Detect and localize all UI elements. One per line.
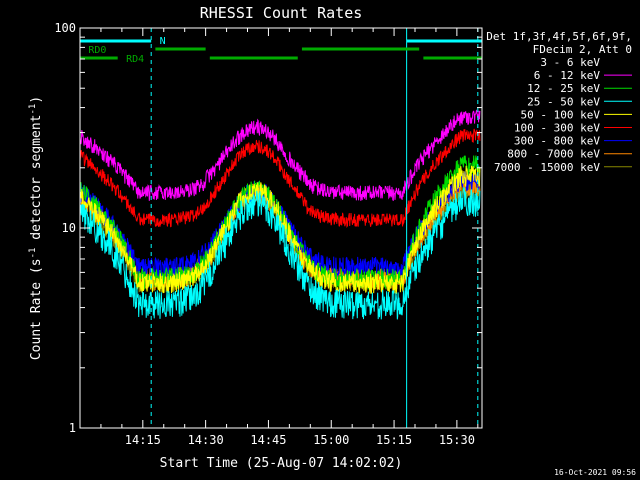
legend-entry-label: 800 - 7000 keV <box>507 148 600 161</box>
flag-label: RD0 <box>88 45 106 56</box>
legend-header: FDecim 2, Att 0 <box>533 43 632 56</box>
legend: Det 1f,3f,4f,5f,6f,9f,FDecim 2, Att 03 -… <box>486 30 632 174</box>
legend-entry-label: 6 - 12 keV <box>534 69 601 82</box>
flag-label: RD4 <box>126 54 144 65</box>
legend-entry-label: 25 - 50 keV <box>527 95 600 108</box>
y-tick-label: 100 <box>54 21 76 35</box>
x-tick-label: 14:30 <box>188 433 224 447</box>
y-tick-label: 10 <box>62 221 76 235</box>
x-tick-label: 14:15 <box>125 433 161 447</box>
legend-entry-label: 300 - 800 keV <box>514 135 600 148</box>
x-tick-label: 15:30 <box>439 433 475 447</box>
legend-header: Det 1f,3f,4f,5f,6f,9f, <box>486 30 632 43</box>
y-axis-label: Count Rate (s-1 detector segment-1) <box>28 96 44 360</box>
x-tick-label: 15:15 <box>376 433 412 447</box>
legend-entry-label: 12 - 25 keV <box>527 82 600 95</box>
y-tick-label: 1 <box>69 421 76 435</box>
chart-title: RHESSI Count Rates <box>200 4 363 22</box>
axes: 14:15 14:30 14:45 15:00 15:15 15:30 1 10 100 <box>54 21 482 447</box>
legend-entry-label: 3 - 6 keV <box>540 56 600 69</box>
legend-entry-label: 7000 - 15000 keV <box>494 161 600 174</box>
x-axis-label: Start Time (25-Aug-07 14:02:02) <box>160 456 403 471</box>
legend-entry-label: 100 - 300 keV <box>514 122 600 135</box>
plot-series <box>79 109 481 320</box>
timestamp: 16-Oct-2021 09:56 <box>554 468 636 477</box>
series-line <box>79 186 481 320</box>
flag-label: N <box>160 36 166 47</box>
series-line <box>79 128 481 229</box>
flag-bars: N RD0 RD4 <box>80 36 482 65</box>
x-tick-label: 14:45 <box>250 433 286 447</box>
series-line <box>79 109 481 202</box>
legend-entry-label: 50 - 100 keV <box>521 108 601 121</box>
x-tick-label: 15:00 <box>313 433 349 447</box>
